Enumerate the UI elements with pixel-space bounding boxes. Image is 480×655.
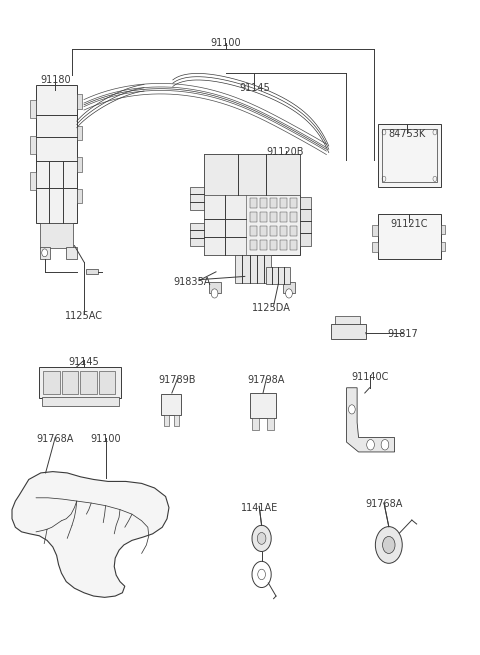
Bar <box>279 225 287 236</box>
Bar <box>260 225 267 236</box>
Bar <box>77 189 82 203</box>
Bar <box>99 371 115 394</box>
Text: 91120B: 91120B <box>267 147 304 157</box>
Circle shape <box>367 440 374 450</box>
Bar <box>260 212 267 221</box>
Bar <box>279 240 287 250</box>
Text: 1125DA: 1125DA <box>252 303 290 313</box>
Bar <box>80 371 97 394</box>
Bar <box>190 187 204 210</box>
Bar <box>270 198 276 208</box>
Bar <box>250 212 257 221</box>
Bar <box>36 85 77 223</box>
Bar <box>266 267 290 284</box>
Bar <box>235 255 271 283</box>
Bar <box>260 198 267 208</box>
Bar <box>260 240 267 250</box>
Bar <box>40 223 73 248</box>
Bar <box>378 214 441 259</box>
Bar <box>43 371 60 394</box>
Bar <box>86 269 98 274</box>
Bar <box>61 371 78 394</box>
Circle shape <box>252 525 271 552</box>
Circle shape <box>375 527 402 563</box>
Polygon shape <box>12 472 169 597</box>
Circle shape <box>286 289 292 298</box>
Text: 1125AC: 1125AC <box>65 310 103 321</box>
Bar <box>30 100 36 118</box>
Bar <box>164 415 169 426</box>
Text: 91145: 91145 <box>69 356 99 367</box>
Text: 1141AE: 1141AE <box>240 502 278 513</box>
Bar <box>441 242 445 251</box>
Circle shape <box>257 533 266 544</box>
Bar <box>209 282 221 293</box>
Circle shape <box>348 405 355 414</box>
Text: 91180: 91180 <box>40 75 71 85</box>
Text: 91835A: 91835A <box>173 276 211 287</box>
Bar <box>174 415 179 426</box>
Bar <box>39 367 121 398</box>
Bar <box>267 418 274 430</box>
Bar <box>250 240 257 250</box>
Bar <box>289 240 297 250</box>
Bar <box>279 212 287 221</box>
Bar <box>289 225 297 236</box>
Bar <box>289 198 297 208</box>
Bar <box>66 247 77 259</box>
Bar <box>204 154 300 195</box>
Bar <box>161 394 181 415</box>
Bar <box>250 393 276 418</box>
Circle shape <box>383 536 395 553</box>
Text: 91100: 91100 <box>210 37 241 48</box>
Bar <box>372 242 378 252</box>
Text: 91768A: 91768A <box>365 499 403 510</box>
Circle shape <box>42 249 48 257</box>
Bar <box>250 198 257 208</box>
Circle shape <box>211 289 218 298</box>
Text: 91145: 91145 <box>239 83 270 94</box>
Bar <box>289 212 297 221</box>
Bar <box>250 225 257 236</box>
Polygon shape <box>347 388 395 452</box>
Bar <box>270 212 276 221</box>
Bar <box>77 126 82 140</box>
Bar <box>382 129 437 182</box>
Bar <box>331 324 366 339</box>
Bar <box>283 282 295 293</box>
Text: 84753K: 84753K <box>388 129 426 140</box>
Bar <box>190 223 204 246</box>
Text: 91100: 91100 <box>90 434 121 444</box>
Bar <box>335 316 360 324</box>
Bar <box>372 225 378 236</box>
Bar <box>42 397 119 406</box>
Text: 91768A: 91768A <box>36 434 74 444</box>
Text: 91140C: 91140C <box>351 371 388 382</box>
Bar <box>270 240 276 250</box>
Text: 91789B: 91789B <box>159 375 196 385</box>
Bar <box>252 418 259 430</box>
Bar <box>378 124 441 187</box>
Bar <box>30 136 36 154</box>
Bar <box>77 94 82 109</box>
Bar <box>300 196 311 246</box>
Bar <box>441 225 445 234</box>
Text: 91121C: 91121C <box>390 219 428 229</box>
Bar <box>279 198 287 208</box>
Circle shape <box>381 440 389 450</box>
Bar <box>77 157 82 172</box>
Bar <box>204 154 300 255</box>
Bar <box>30 172 36 190</box>
Bar <box>40 247 50 259</box>
Text: 91798A: 91798A <box>248 375 285 385</box>
Text: 91817: 91817 <box>388 329 419 339</box>
Bar <box>204 195 246 255</box>
Bar <box>270 225 276 236</box>
